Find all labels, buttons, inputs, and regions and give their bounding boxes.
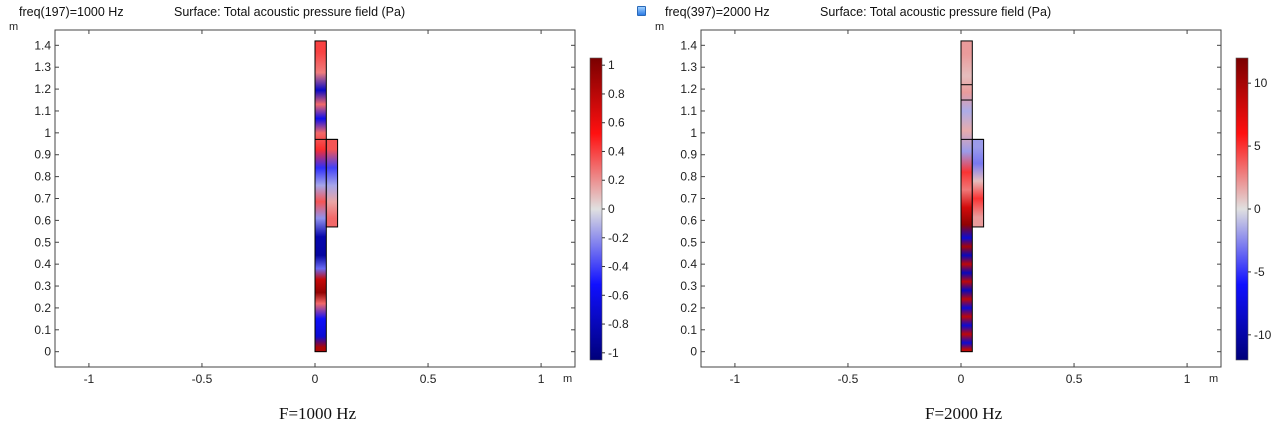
y-tick-label: 1.3 <box>34 60 51 74</box>
y-tick-label: 1.4 <box>34 38 51 52</box>
y-tick-label: 0.7 <box>34 192 51 206</box>
frequency-label: freq(197)=1000 Hz <box>19 5 124 19</box>
y-tick-label: 0.4 <box>680 257 697 271</box>
y-tick-label: 0.8 <box>680 170 697 184</box>
y-tick-label: 1 <box>44 126 51 140</box>
colorbar-tick-label: 5 <box>1254 139 1261 153</box>
pipe-domain <box>314 40 327 353</box>
figure-caption: F=1000 Hz <box>279 404 357 423</box>
screen-capture-icon <box>637 6 646 16</box>
side-chamber-domain <box>971 138 985 228</box>
y-tick-label: 0.3 <box>680 279 697 293</box>
y-tick-label: 0.5 <box>680 235 697 249</box>
colorbar-tick-label: 0 <box>1254 202 1261 216</box>
x-tick-label: 0.5 <box>1066 372 1083 386</box>
x-axis-unit: m <box>563 373 573 385</box>
side-chamber-domain <box>325 138 339 228</box>
x-tick-label: 0.5 <box>420 372 437 386</box>
y-tick-label: 0.4 <box>34 257 51 271</box>
colorbar-tick-label: -10 <box>1254 328 1272 342</box>
y-tick-label: 1.3 <box>680 60 697 74</box>
x-tick-label: -1 <box>84 372 95 386</box>
y-axis-unit: m <box>655 21 665 33</box>
colorbar <box>1235 57 1249 361</box>
colorbar-tick-label: 0.4 <box>608 144 625 158</box>
y-tick-label: 0.1 <box>34 323 51 337</box>
acoustic-pressure-plot: 0 0.1 0.2 0.3 0.4 0.5 0.6 0.7 0.8 0.9 1 1.1 1.2 1.3 1.… <box>680 29 1272 386</box>
y-tick-label: 0.5 <box>34 235 51 249</box>
colorbar-tick-label: -0.6 <box>608 288 629 302</box>
plot-panel-1000hz: freq(197)=1000 Hz Surface: Total acousti… <box>0 0 642 432</box>
colorbar-tick-label: 1 <box>608 58 615 72</box>
y-tick-label: 0.9 <box>680 148 697 162</box>
x-tick-label: -0.5 <box>192 372 213 386</box>
y-tick-label: 0.1 <box>680 323 697 337</box>
surface-title: Surface: Total acoustic pressure field (… <box>174 5 406 19</box>
x-tick-label: 1 <box>538 372 545 386</box>
y-tick-label: 1.2 <box>34 82 51 96</box>
colorbar-tick-label: 0.2 <box>608 173 625 187</box>
y-tick-label: 0.8 <box>34 170 51 184</box>
y-tick-label: 1 <box>690 126 697 140</box>
acoustic-pressure-plot: 0 0.1 0.2 0.3 0.4 0.5 0.6 0.7 0.8 0.9 1 1.1 1.2 1.3 1.… <box>34 29 629 386</box>
plot-panel-2000hz: freq(397)=2000 Hz Surface: Total acousti… <box>646 0 1285 432</box>
y-tick-label: 0.7 <box>680 192 697 206</box>
colorbar-tick-label: 10 <box>1254 76 1268 90</box>
frequency-label: freq(397)=2000 Hz <box>665 5 770 19</box>
colorbar-tick-label: 0 <box>608 202 615 216</box>
colorbar-tick-label: 0.6 <box>608 116 625 130</box>
y-tick-label: 1.1 <box>680 104 697 118</box>
x-tick-label: 0 <box>312 372 319 386</box>
y-tick-label: 0.6 <box>680 213 697 227</box>
x-tick-label: -0.5 <box>838 372 859 386</box>
surface-title: Surface: Total acoustic pressure field (… <box>820 5 1052 19</box>
colorbar-tick-label: 0.8 <box>608 87 625 101</box>
colorbar-tick-label: -0.4 <box>608 260 629 274</box>
figure-caption: F=2000 Hz <box>925 404 1003 423</box>
y-tick-label: 1.1 <box>34 104 51 118</box>
y-tick-label: 0.9 <box>34 148 51 162</box>
y-axis-unit: m <box>9 21 19 33</box>
x-axis-unit: m <box>1209 373 1219 385</box>
colorbar-tick-label: -0.8 <box>608 317 629 331</box>
colorbar <box>589 57 603 361</box>
colorbar-tick-label: -0.2 <box>608 231 629 245</box>
pipe-domain <box>960 40 973 353</box>
y-tick-label: 1.4 <box>680 38 697 52</box>
y-tick-label: 0.2 <box>34 301 51 315</box>
y-tick-label: 0.2 <box>680 301 697 315</box>
y-tick-label: 1.2 <box>680 82 697 96</box>
x-tick-label: 1 <box>1184 372 1191 386</box>
y-tick-label: 0 <box>44 345 51 359</box>
colorbar-tick-label: -1 <box>608 346 619 360</box>
y-tick-label: 0.6 <box>34 213 51 227</box>
x-tick-label: 0 <box>958 372 965 386</box>
x-tick-label: -1 <box>730 372 741 386</box>
y-tick-label: 0 <box>690 345 697 359</box>
y-tick-label: 0.3 <box>34 279 51 293</box>
colorbar-tick-label: -5 <box>1254 265 1265 279</box>
